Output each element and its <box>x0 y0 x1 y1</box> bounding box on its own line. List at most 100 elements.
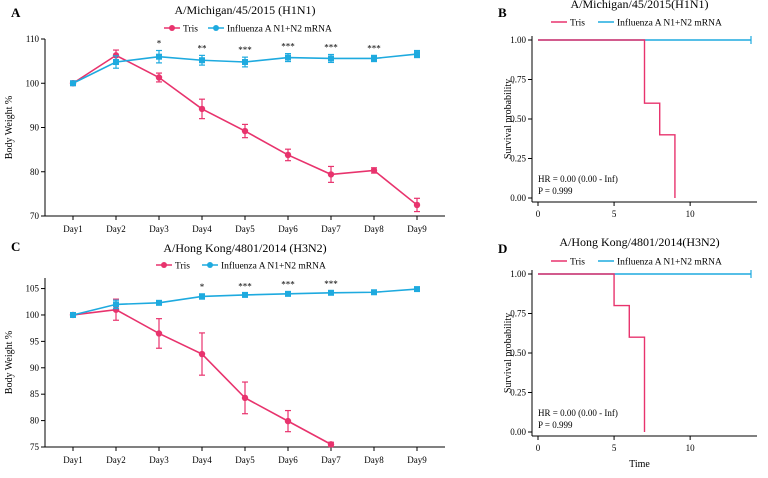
data-point-tris <box>284 151 292 159</box>
y-tick-label: 105 <box>26 284 40 294</box>
legend-tris-marker <box>169 25 175 31</box>
survival-curve-tris <box>538 273 646 432</box>
y-tick-label: 100 <box>26 310 40 320</box>
data-point-mrna <box>199 293 205 300</box>
y-tick-label: 0.75 <box>510 75 526 85</box>
y-tick-label: 100 <box>26 78 40 88</box>
x-tick-label: Day1 <box>63 224 83 234</box>
y-tick-label: 75 <box>30 442 40 452</box>
y-tick-label: 0.00 <box>510 427 526 437</box>
y-tick-label: 0.50 <box>510 348 526 358</box>
x-tick-label: Day5 <box>235 224 255 234</box>
data-point-mrna <box>156 299 162 306</box>
data-point-tris <box>241 394 249 402</box>
significance-marker: *** <box>281 280 295 290</box>
panel-label: C <box>11 239 20 254</box>
significance-marker: *** <box>367 43 381 53</box>
data-point-mrna <box>199 57 205 64</box>
data-point-mrna <box>371 55 377 62</box>
x-tick-label: 5 <box>612 209 617 219</box>
data-point-tris <box>413 201 421 209</box>
data-point-tris <box>198 350 206 358</box>
panel-label: B <box>498 5 507 20</box>
chart-title: A/Michigan/45/2015(H1N1) <box>571 0 709 11</box>
x-tick-label: Day7 <box>321 455 341 465</box>
y-tick-label: 0.25 <box>510 154 526 164</box>
data-point-tris <box>327 441 335 448</box>
y-tick-label: 95 <box>30 336 40 346</box>
x-tick-label: Day6 <box>278 224 298 234</box>
data-point-tris <box>241 127 249 135</box>
x-tick-label: 5 <box>612 443 617 453</box>
legend-tris-label: Tris <box>183 25 198 35</box>
x-tick-label: Day4 <box>192 455 212 465</box>
legend-tris-label: Tris <box>175 262 190 272</box>
data-point-mrna <box>414 51 420 58</box>
x-tick-label: Day3 <box>149 455 169 465</box>
data-point-tris <box>370 167 378 174</box>
x-tick-label: Day2 <box>106 455 126 465</box>
series-line-tris <box>72 308 332 446</box>
significance-marker: *** <box>238 281 252 291</box>
legend-mrna-label: Influenza A N1+N2 mRNA <box>617 257 722 268</box>
significance-marker: ** <box>198 43 208 53</box>
panel-label: A <box>11 5 21 20</box>
y-axis-label: Survival probability <box>503 79 514 159</box>
data-point-mrna <box>113 301 119 308</box>
x-tick-label: Day3 <box>149 224 169 234</box>
legend-tris-label: Tris <box>570 19 585 29</box>
y-tick-label: 70 <box>30 211 40 221</box>
x-tick-label: 0 <box>536 443 541 453</box>
chart-title: A/Hong Kong/4801/2014(H3N2) <box>559 235 719 249</box>
panel-label: D <box>498 241 507 256</box>
y-tick-label: 90 <box>30 363 40 373</box>
p-value-text: P = 0.999 <box>538 420 573 430</box>
x-tick-label: Day4 <box>192 224 212 234</box>
y-tick-label: 110 <box>26 34 40 44</box>
y-tick-label: 0.00 <box>510 193 526 203</box>
data-point-tris <box>198 105 206 113</box>
legend-tris-label: Tris <box>570 258 585 268</box>
data-point-tris <box>155 330 163 337</box>
panel-a: A A/Michigan/45/2015 (H1N1) Tris Influenza … <box>4 3 445 234</box>
y-tick-label: 85 <box>30 389 40 399</box>
x-tick-label: Day5 <box>235 455 255 465</box>
x-tick-label: Day9 <box>407 455 427 465</box>
x-tick-label: Day2 <box>106 224 126 234</box>
legend-mrna-marker <box>207 262 213 268</box>
y-tick-label: 0.50 <box>510 114 526 124</box>
significance-marker: *** <box>281 42 295 52</box>
y-tick-label: 1.00 <box>510 269 526 279</box>
legend-mrna-label: Influenza A N1+N2 mRNA <box>617 18 722 29</box>
chart-title: A/Michigan/45/2015 (H1N1) <box>175 3 316 17</box>
data-point-tris <box>155 74 163 81</box>
panel-b: B A/Michigan/45/2015(H1N1) Tris Influenza A… <box>498 0 757 219</box>
chart-title: A/Hong Kong/4801/2014 (H3N2) <box>163 241 326 255</box>
data-point-mrna <box>328 55 334 62</box>
hazard-ratio-text: HR = 0.00 (0.00 - Inf) <box>538 408 618 418</box>
x-tick-label: 10 <box>686 209 696 219</box>
legend-tris-marker <box>161 262 167 268</box>
data-point-tris <box>284 417 292 425</box>
y-tick-label: 1.00 <box>510 35 526 45</box>
significance-marker: * <box>200 282 205 292</box>
x-axis-label: Time <box>629 459 650 470</box>
x-tick-label: Day8 <box>364 224 384 234</box>
panel-c: C A/Hong Kong/4801/2014 (H3N2) Tris Influen… <box>4 239 445 465</box>
y-tick-label: 90 <box>30 123 40 133</box>
legend-mrna-label: Influenza A N1+N2 mRNA <box>221 261 326 272</box>
data-point-mrna <box>371 289 377 296</box>
y-tick-label: 0.75 <box>510 309 526 319</box>
x-tick-label: 10 <box>686 443 696 453</box>
y-axis-label: Survival probability <box>503 313 514 393</box>
y-axis-label: Body Weight % <box>4 96 15 159</box>
y-tick-label: 80 <box>30 167 40 177</box>
significance-marker: *** <box>238 45 252 55</box>
significance-marker: *** <box>324 42 338 52</box>
x-tick-label: Day1 <box>63 455 83 465</box>
legend-mrna-label: Influenza A N1+N2 mRNA <box>227 24 332 35</box>
data-point-mrna <box>113 59 119 66</box>
data-point-mrna <box>242 59 248 66</box>
x-tick-label: Day9 <box>407 224 427 234</box>
significance-marker: *** <box>324 279 338 289</box>
